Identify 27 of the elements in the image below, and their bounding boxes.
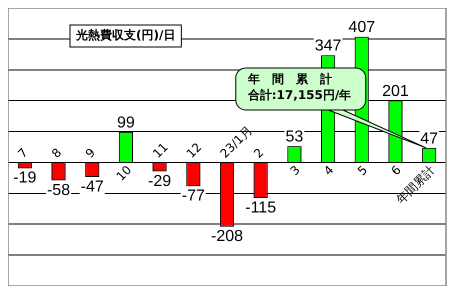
data-label: -208 xyxy=(210,228,244,246)
x-tick-label: 8 xyxy=(48,145,64,161)
data-label: 53 xyxy=(285,128,304,146)
x-tick-label: 10 xyxy=(114,162,134,184)
x-tick-label: 9 xyxy=(82,145,98,161)
data-label: -115 xyxy=(245,199,276,216)
x-tick-label: 7 xyxy=(15,145,31,161)
data-label: 201 xyxy=(382,82,409,100)
x-tick-label: 6 xyxy=(388,162,404,178)
annotation: 年 間 累 計 xyxy=(246,72,332,86)
x-tick-label: 4 xyxy=(321,162,336,178)
x-tick-label: 11 xyxy=(150,140,171,161)
data-label: -47 xyxy=(80,178,104,196)
data-label: -29 xyxy=(148,172,172,190)
data-label: 47 xyxy=(420,130,438,148)
x-tick-label: 5 xyxy=(354,162,370,178)
data-label: 347 xyxy=(314,38,342,55)
data-label: 99 xyxy=(117,114,135,132)
x-tick-label: 3 xyxy=(287,162,303,178)
annotation: 合計:17,155円/年 xyxy=(246,88,352,102)
data-label: 407 xyxy=(348,19,376,36)
data-label: -77 xyxy=(182,188,205,205)
data-label: -58 xyxy=(46,182,70,199)
x-tick-label: 2 xyxy=(251,145,266,161)
data-label: -19 xyxy=(13,170,37,187)
chart-title: 光熱費収支(円)/日 xyxy=(75,28,176,42)
x-tick-label: 12 xyxy=(184,140,204,161)
